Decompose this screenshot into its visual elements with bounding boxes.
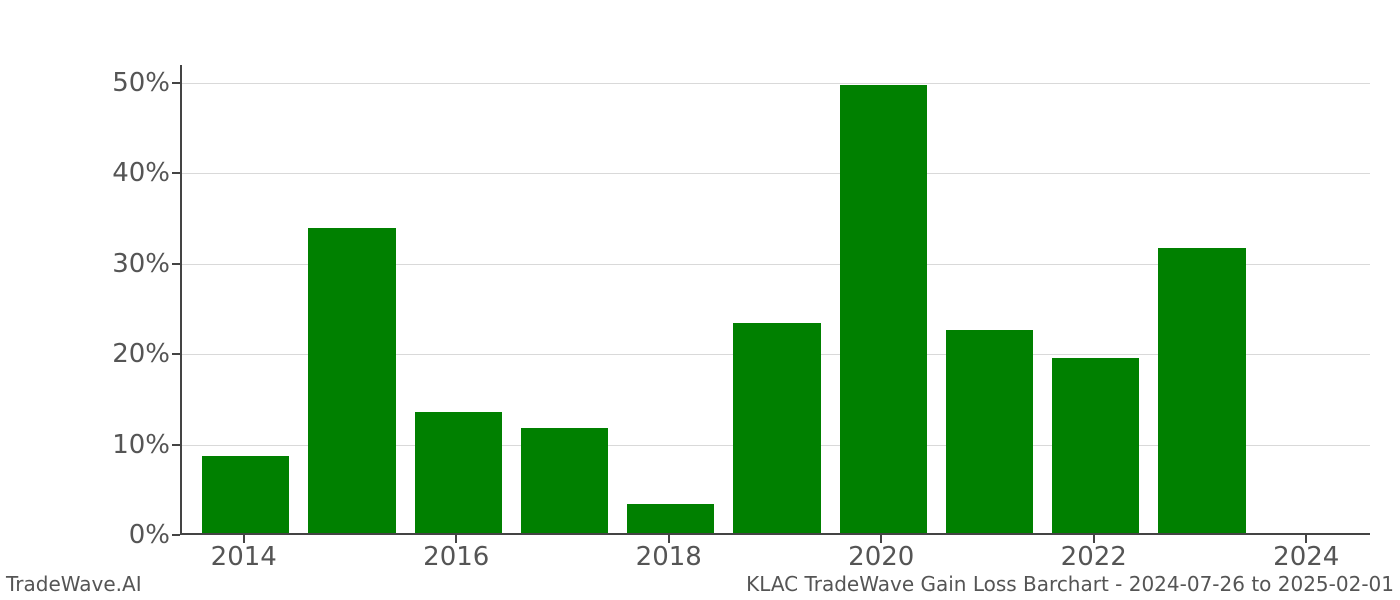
x-tick-mark xyxy=(243,535,245,543)
bar xyxy=(1052,358,1139,533)
y-tick-mark xyxy=(172,353,180,355)
x-tick-label: 2020 xyxy=(848,542,914,572)
footer-right-label: KLAC TradeWave Gain Loss Barchart - 2024… xyxy=(746,572,1394,596)
y-tick-label: 10% xyxy=(70,430,170,460)
y-tick-mark xyxy=(172,263,180,265)
x-tick-mark xyxy=(1305,535,1307,543)
bar xyxy=(733,323,820,533)
y-tick-label: 0% xyxy=(70,520,170,550)
chart-container: TradeWave.AI KLAC TradeWave Gain Loss Ba… xyxy=(0,0,1400,600)
footer-left-label: TradeWave.AI xyxy=(6,572,142,596)
y-tick-label: 50% xyxy=(70,68,170,98)
bar xyxy=(627,504,714,533)
x-tick-mark xyxy=(455,535,457,543)
y-tick-label: 40% xyxy=(70,158,170,188)
x-tick-label: 2022 xyxy=(1061,542,1127,572)
x-tick-label: 2016 xyxy=(423,542,489,572)
x-tick-label: 2014 xyxy=(211,542,277,572)
bar xyxy=(202,456,289,533)
gridline xyxy=(182,83,1370,84)
x-tick-mark xyxy=(880,535,882,543)
x-tick-mark xyxy=(1093,535,1095,543)
bar xyxy=(308,228,395,534)
plot-area xyxy=(180,65,1370,535)
x-tick-label: 2018 xyxy=(636,542,702,572)
y-tick-label: 30% xyxy=(70,249,170,279)
bar xyxy=(946,330,1033,533)
y-tick-mark xyxy=(172,172,180,174)
bar xyxy=(840,85,927,533)
y-tick-mark xyxy=(172,444,180,446)
y-tick-mark xyxy=(172,534,180,536)
y-tick-label: 20% xyxy=(70,339,170,369)
bar xyxy=(415,412,502,533)
x-tick-label: 2024 xyxy=(1273,542,1339,572)
gridline xyxy=(182,173,1370,174)
bar xyxy=(521,428,608,533)
x-tick-mark xyxy=(668,535,670,543)
y-tick-mark xyxy=(172,82,180,84)
bar xyxy=(1158,248,1245,533)
